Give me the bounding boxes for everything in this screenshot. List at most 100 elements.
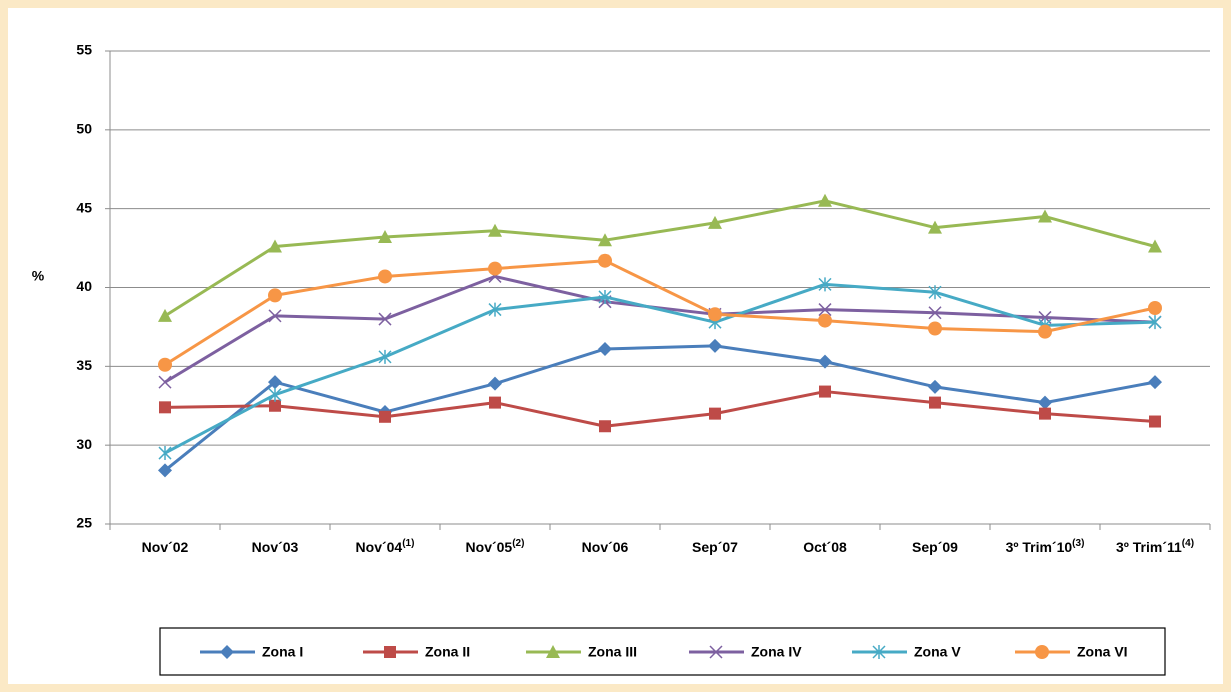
x-tick-label: Nov´02 bbox=[142, 539, 189, 555]
marker bbox=[928, 220, 942, 234]
marker bbox=[818, 313, 832, 328]
y-tick-label: 40 bbox=[76, 278, 92, 294]
x-tick-label: Sep´09 bbox=[912, 539, 958, 555]
series-line bbox=[164, 274, 1156, 384]
marker bbox=[488, 261, 502, 276]
marker bbox=[709, 407, 721, 420]
category-note: (3) bbox=[1072, 538, 1084, 549]
y-axis-label: % bbox=[32, 268, 45, 284]
marker bbox=[379, 410, 391, 423]
x-tick-label: Sep´07 bbox=[692, 539, 738, 555]
marker bbox=[1038, 209, 1052, 223]
marker bbox=[1148, 375, 1162, 390]
marker bbox=[1148, 239, 1162, 253]
marker bbox=[158, 463, 172, 478]
marker bbox=[598, 233, 612, 247]
marker bbox=[818, 303, 832, 317]
category-text: Oct´08 bbox=[803, 539, 847, 555]
marker bbox=[268, 309, 282, 323]
marker bbox=[1148, 315, 1162, 330]
marker bbox=[598, 253, 612, 268]
marker bbox=[489, 396, 501, 409]
marker bbox=[268, 239, 282, 253]
series-line bbox=[164, 344, 1156, 472]
marker bbox=[488, 302, 502, 317]
marker bbox=[598, 289, 612, 304]
marker bbox=[384, 646, 396, 658]
y-tick-label: 25 bbox=[76, 515, 92, 531]
marker bbox=[546, 645, 560, 658]
marker bbox=[1149, 415, 1161, 428]
legend-box bbox=[159, 627, 1166, 676]
series-line bbox=[164, 390, 1156, 428]
y-tick-label: 35 bbox=[76, 357, 92, 373]
legend-label: Zona IV bbox=[751, 644, 802, 660]
series-line bbox=[164, 282, 1156, 455]
category-text: Nov´06 bbox=[582, 539, 629, 555]
marker bbox=[158, 308, 172, 322]
marker bbox=[1039, 407, 1051, 420]
legend-label: Zona III bbox=[588, 644, 637, 660]
marker bbox=[819, 385, 831, 398]
marker bbox=[598, 341, 612, 356]
y-tick-label: 45 bbox=[76, 199, 92, 215]
marker bbox=[268, 375, 282, 390]
category-text: Sep´09 bbox=[912, 539, 958, 555]
legend-label: Zona VI bbox=[1077, 644, 1128, 660]
marker bbox=[269, 399, 281, 412]
y-tick-label: 50 bbox=[76, 121, 92, 137]
marker bbox=[872, 645, 886, 659]
marker bbox=[818, 354, 832, 369]
x-tick-label: Nov´06 bbox=[582, 539, 629, 555]
category-text: Nov´02 bbox=[142, 539, 189, 555]
marker bbox=[488, 223, 502, 237]
legend-label: Zona II bbox=[425, 644, 470, 660]
x-tick-label: Nov´03 bbox=[252, 539, 299, 555]
category-text: Sep´07 bbox=[692, 539, 738, 555]
marker bbox=[929, 396, 941, 409]
marker bbox=[158, 357, 172, 372]
marker bbox=[708, 307, 722, 322]
category-note: (4) bbox=[1182, 538, 1194, 549]
x-tick-label: Oct´08 bbox=[803, 539, 847, 555]
legend-label: Zona I bbox=[262, 644, 303, 660]
marker bbox=[709, 645, 723, 659]
marker bbox=[378, 312, 392, 326]
marker bbox=[599, 420, 611, 433]
marker bbox=[1038, 324, 1052, 339]
series-line bbox=[164, 199, 1156, 318]
category-text: Nov´04 bbox=[356, 539, 403, 555]
marker bbox=[220, 645, 234, 659]
marker bbox=[818, 277, 832, 292]
marker bbox=[158, 375, 172, 389]
marker bbox=[928, 285, 942, 300]
x-tick-label: 3º Trim´10(3) bbox=[1006, 538, 1085, 555]
marker bbox=[818, 193, 832, 207]
legend-label: Zona V bbox=[914, 644, 961, 660]
marker bbox=[1035, 645, 1049, 659]
marker bbox=[1148, 300, 1162, 315]
marker bbox=[928, 379, 942, 394]
marker bbox=[378, 230, 392, 244]
category-text: 3º Trim´11 bbox=[1116, 539, 1182, 555]
x-tick-label: Nov´04(1) bbox=[356, 538, 415, 555]
category-note: (2) bbox=[512, 538, 524, 549]
marker bbox=[159, 401, 171, 414]
marker bbox=[488, 376, 502, 391]
category-text: 3º Trim´10 bbox=[1006, 539, 1073, 555]
marker bbox=[1038, 395, 1052, 410]
marker bbox=[708, 338, 722, 353]
series-line bbox=[164, 259, 1156, 367]
y-tick-label: 55 bbox=[76, 42, 92, 58]
marker bbox=[268, 288, 282, 303]
marker bbox=[708, 215, 722, 229]
marker bbox=[268, 387, 282, 402]
marker bbox=[928, 321, 942, 336]
x-tick-label: Nov´05(2) bbox=[466, 538, 525, 555]
chart-panel bbox=[8, 8, 1223, 684]
category-text: Nov´05 bbox=[466, 539, 513, 555]
category-text: Nov´03 bbox=[252, 539, 299, 555]
x-tick-label: 3º Trim´11(4) bbox=[1116, 538, 1194, 555]
marker bbox=[378, 349, 392, 364]
